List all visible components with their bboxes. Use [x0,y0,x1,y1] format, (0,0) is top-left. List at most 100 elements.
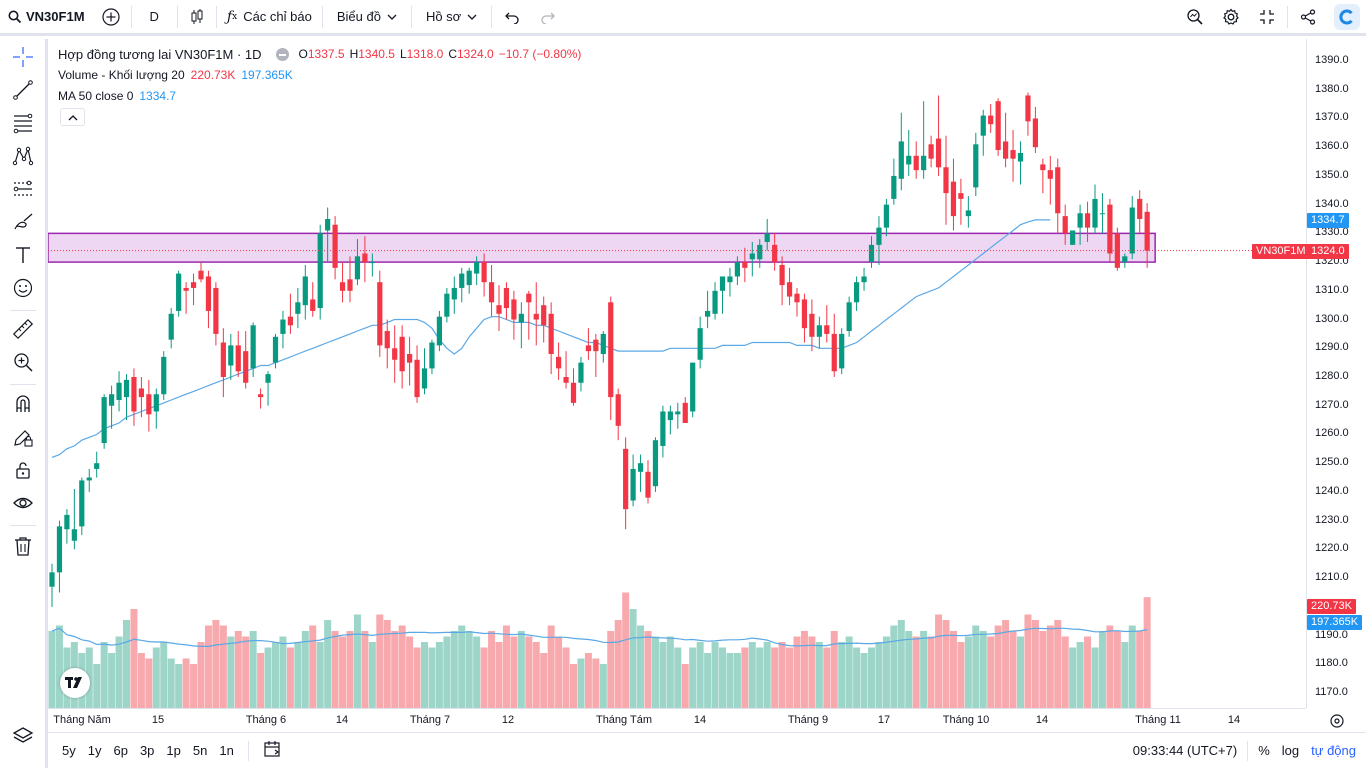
candle-body [347,279,353,291]
percent-toggle[interactable]: % [1258,743,1270,758]
candle-body [287,316,293,326]
candle-body [1084,213,1091,228]
quick-search-button[interactable] [1177,0,1213,34]
trash-icon [12,535,34,562]
volume-bar [361,631,369,708]
eye-icon [12,492,34,519]
profile-menu-button[interactable]: Hồ sơ [414,0,489,34]
search-icon [8,10,22,24]
auto-scale-toggle[interactable]: tự động [1311,743,1356,758]
volume-bar [622,592,630,708]
pattern-tool[interactable] [10,145,36,171]
volume-bar [644,631,652,708]
price-axis[interactable]: 1390.0 1380.0 1370.0 1360.0 1350.0 1340.0 1330… [1306,39,1366,708]
range-button-6p[interactable]: 6p [113,743,128,758]
candle-body [1003,141,1009,159]
candle-body [876,227,882,245]
log-toggle[interactable]: log [1281,743,1300,758]
prediction-tool[interactable] [10,178,36,204]
time-tick-label: Tháng 6 [245,714,287,726]
fib-tool[interactable] [10,112,36,138]
candle-body [436,316,442,346]
emoji-tool[interactable] [10,277,36,303]
price-tick-label: 1310.0 [1315,283,1349,296]
candle-body [883,204,889,228]
goto-date-button[interactable] [257,740,289,761]
interval-button[interactable]: D [149,9,159,24]
chart-legend: Hợp đồng tương lai VN30F1M · 1D O 1337.5 … [58,44,581,107]
candle-body [786,282,793,297]
collapse-icon [1258,8,1276,26]
ruler-icon [12,318,34,345]
app-logo-icon[interactable] [1334,4,1360,30]
brush-tool[interactable] [10,211,36,237]
calendar-range-icon [263,741,283,761]
volume-bar [339,636,347,708]
volume-bar [301,631,309,708]
volume-bar [227,636,235,708]
candle-body [64,514,70,530]
volume-bar [167,658,175,708]
volume-bar [473,636,481,708]
volume-bar [249,631,257,708]
share-button[interactable] [1290,0,1326,34]
time-tick-label: Tháng Năm [53,714,111,726]
candles-type-button[interactable] [180,0,214,34]
undo-button[interactable] [494,0,530,34]
zoom-in-tool[interactable] [10,351,36,377]
trend-line-tool[interactable] [10,79,36,105]
candle-body [526,293,532,303]
bottom-toolbar: 5y 1y 6p 3p 1p 5n 1n 09:33:44 (UTC+7) % log tự… [48,732,1366,768]
range-button-1y[interactable]: 1y [87,743,102,758]
legend-main-series[interactable]: Hợp đồng tương lai VN30F1M · 1D O 1337.5 … [58,44,581,65]
range-button-3p[interactable]: 3p [139,743,155,758]
object-tree-button[interactable] [10,725,36,751]
candle-body [1070,230,1076,245]
legend-collapse-button[interactable] [60,108,85,126]
remove-drawings-tool[interactable] [10,535,36,561]
volume-bar [175,664,183,708]
timezone-button[interactable]: 09:33:44 (UTC+7) [1132,743,1238,758]
hide-drawings-tool[interactable] [10,492,36,518]
price-chart[interactable] [48,39,1306,708]
magnet-tool[interactable] [10,393,36,419]
compare-button[interactable] [93,0,129,34]
volume-bar [383,620,391,708]
tradingview-logo-icon[interactable] [60,668,90,698]
candle-body [809,313,815,337]
volume-bar [629,609,637,708]
settings-button[interactable] [1213,0,1249,34]
redo-button[interactable] [530,0,566,34]
range-button-5n[interactable]: 5n [192,743,208,758]
range-button-5y[interactable]: 5y [62,743,76,758]
time-axis[interactable]: Tháng Năm 15 Tháng 6 14 Tháng 7 12 Tháng Tám 14… [48,708,1344,732]
legend-volume[interactable]: Volume - Khối lượng 20 220.73K 197.365K [58,65,581,86]
stay-in-drawing-tool[interactable] [10,426,36,452]
volume-bar [1128,625,1136,708]
candle-body [272,336,279,363]
text-tool[interactable] [10,244,36,270]
settings-icon[interactable] [1328,712,1346,730]
time-tick-label: 14 [1227,714,1241,726]
chart-menu-button[interactable]: Biểu đồ [325,0,409,34]
symbol-search[interactable]: VN30F1M [0,0,93,34]
volume-bar [979,631,987,708]
range-button-1n[interactable]: 1n [219,743,234,758]
volume-bar [957,642,965,708]
volume-bar [920,631,928,708]
legend-close-value: 1324.0 [457,47,494,61]
crosshair-icon [12,46,34,73]
candle-body [496,305,502,314]
legend-ma[interactable]: MA 50 close 0 1334.7 [58,86,581,107]
measure-tool[interactable] [10,318,36,344]
price-tick-label: 1240.0 [1315,484,1349,497]
divider [321,5,323,28]
range-button-1p[interactable]: 1p [166,743,181,758]
chart-pane[interactable] [48,39,1306,708]
lock-drawings-tool[interactable] [10,459,36,485]
fullscreen-button[interactable] [1249,0,1285,34]
volume-bar [1106,625,1114,708]
crosshair-tool[interactable] [10,46,36,72]
volume-bar [1121,642,1129,708]
